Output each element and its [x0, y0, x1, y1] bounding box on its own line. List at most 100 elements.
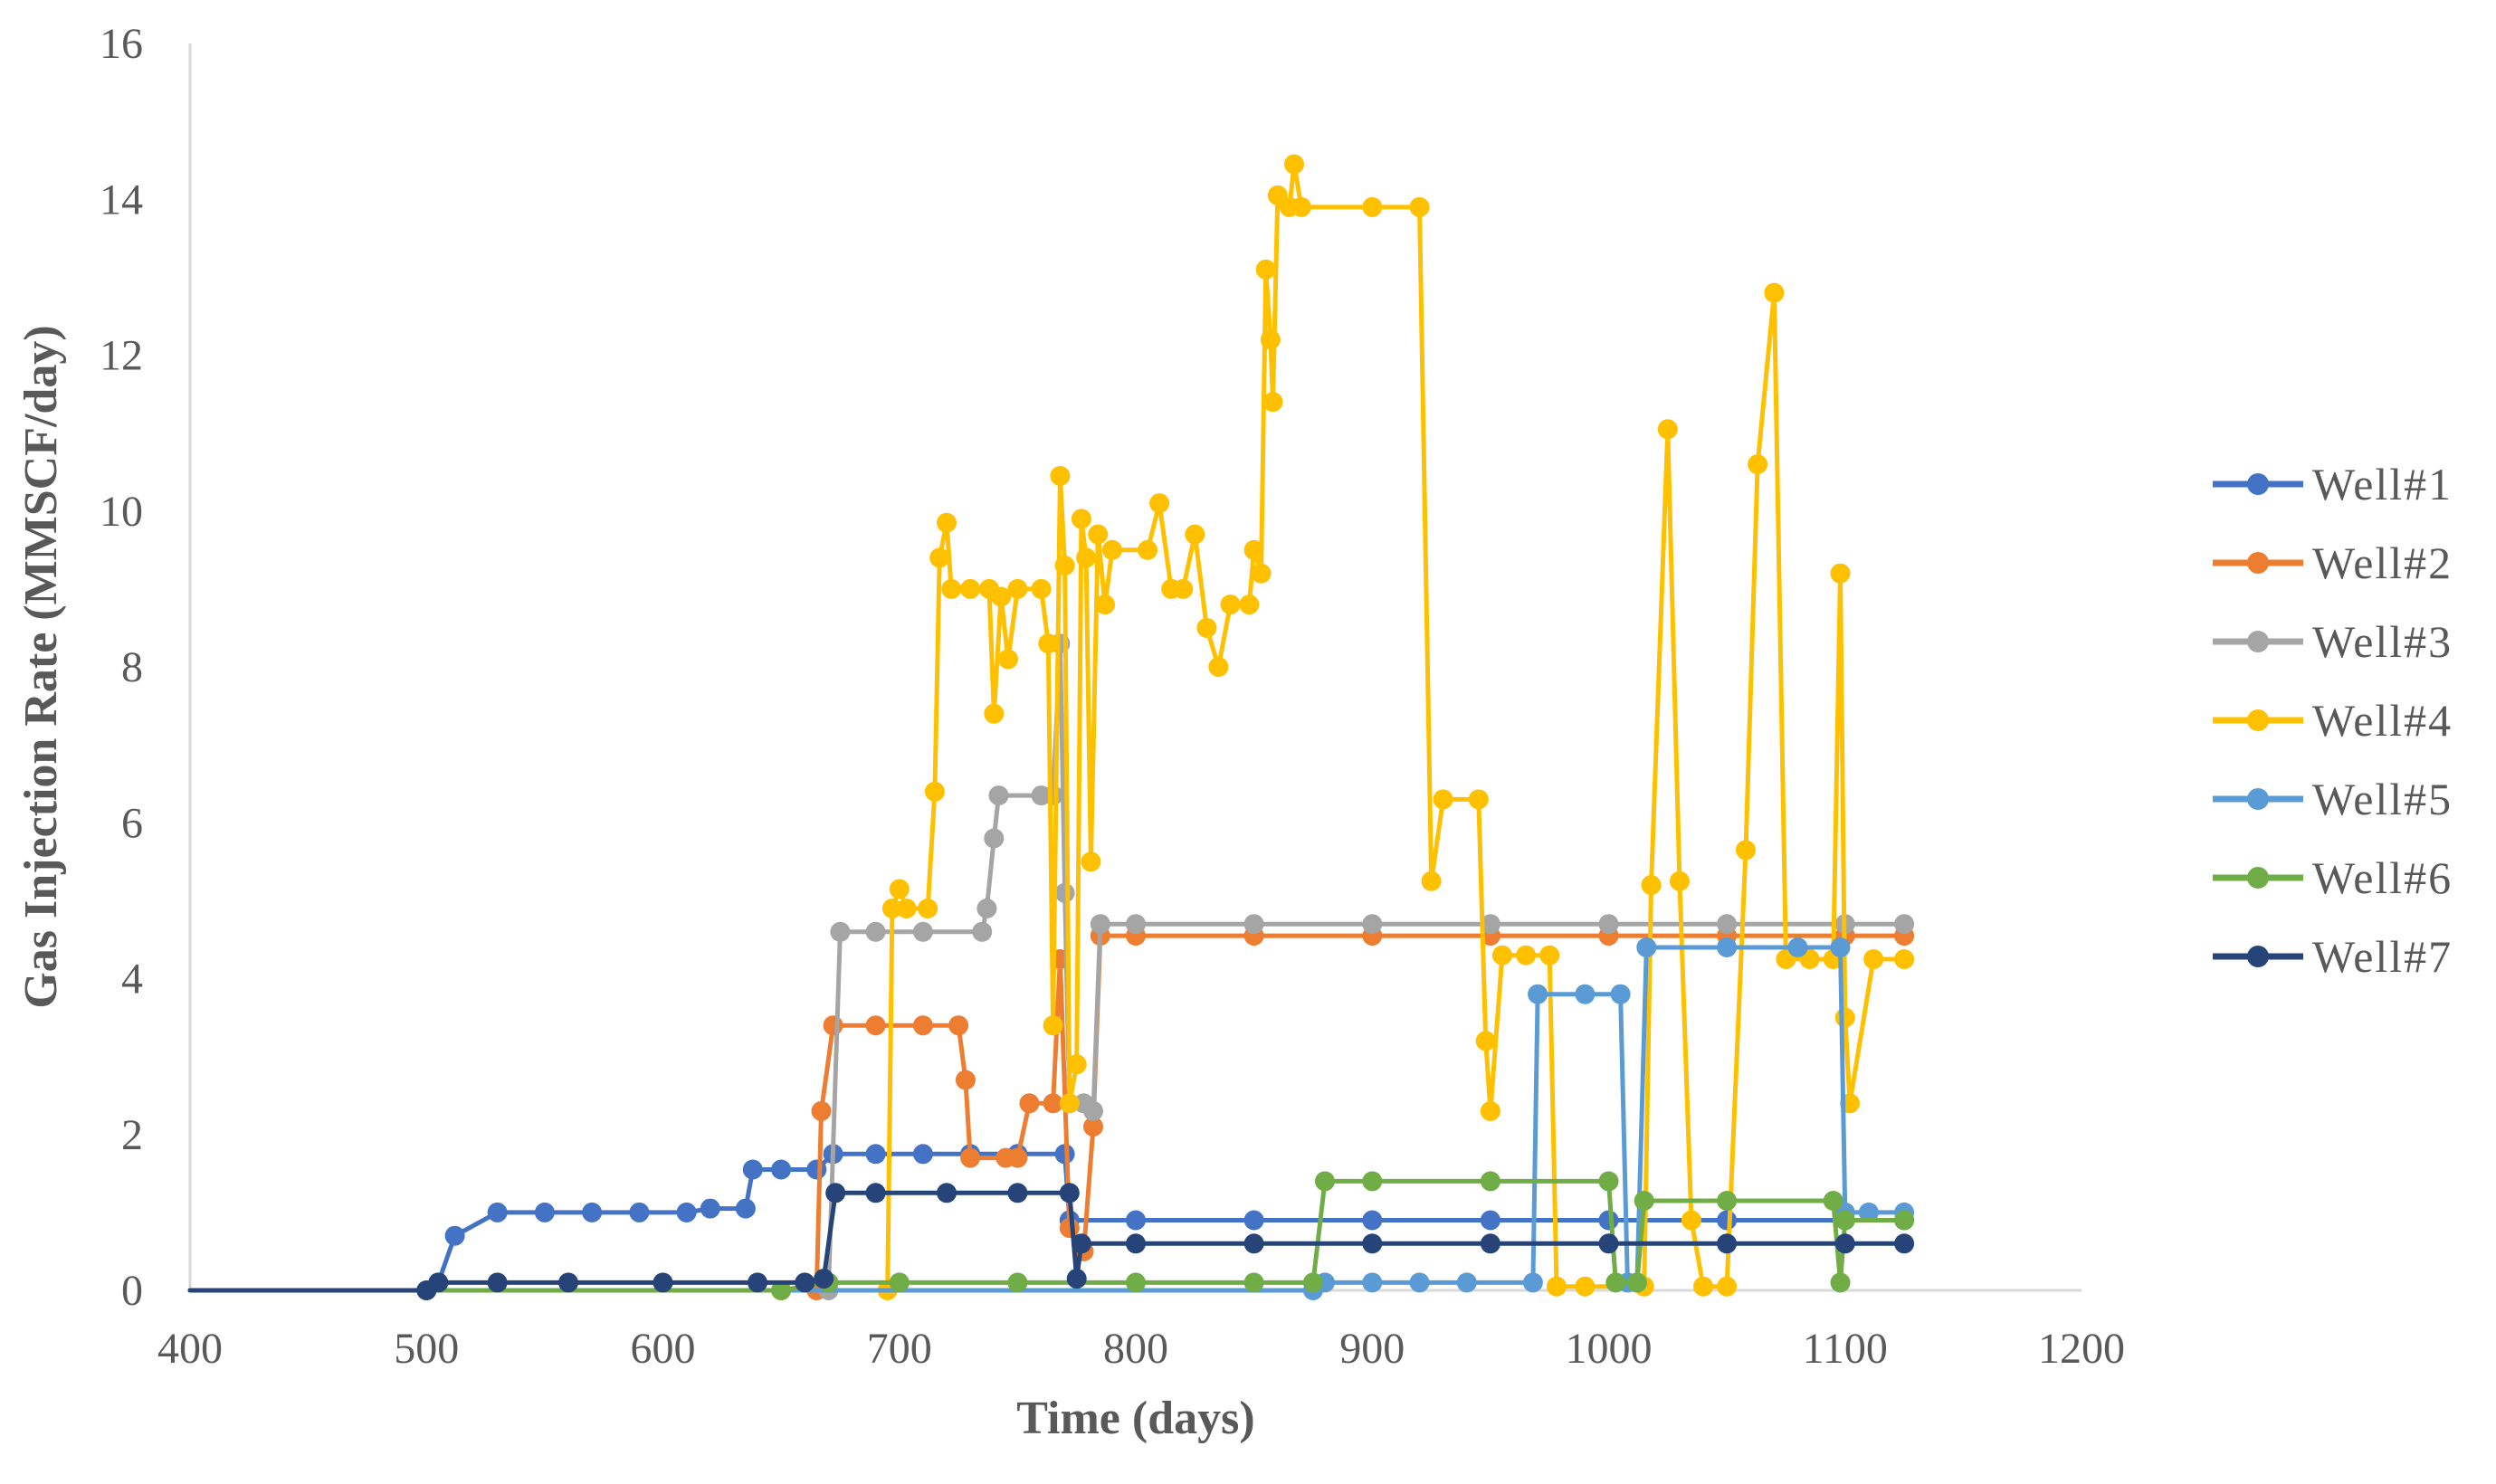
- data-point: [771, 1280, 792, 1300]
- data-point: [1038, 633, 1059, 654]
- data-point: [811, 1100, 832, 1121]
- data-point: [1480, 1210, 1500, 1231]
- x-tick-label: 1100: [1803, 1325, 1888, 1373]
- data-point: [1243, 1272, 1264, 1293]
- data-point: [1050, 466, 1071, 486]
- data-point: [1081, 851, 1101, 872]
- y-tick-labels: 0 2 4 6 8 10 12 14 16: [100, 20, 143, 1315]
- data-point: [1362, 1272, 1383, 1293]
- plot-area: [187, 43, 2082, 1300]
- data-point: [700, 1198, 720, 1219]
- data-point: [865, 1015, 886, 1036]
- data-point: [1007, 1147, 1028, 1168]
- legend-label: Well#7: [2312, 931, 2453, 982]
- x-tick-label: 1200: [2038, 1325, 2125, 1373]
- data-point: [1262, 392, 1283, 413]
- data-point: [1196, 617, 1217, 638]
- data-point: [1066, 1269, 1087, 1289]
- data-point: [1007, 1272, 1028, 1293]
- legend-label: Well#5: [2312, 774, 2453, 824]
- data-point: [1598, 1171, 1619, 1192]
- data-point: [984, 703, 1005, 724]
- data-point: [1480, 914, 1500, 935]
- data-point: [1717, 1210, 1738, 1231]
- x-tick-label: 600: [631, 1325, 696, 1373]
- data-point: [1480, 1171, 1500, 1192]
- data-point: [1071, 509, 1091, 529]
- data-point: [1362, 1210, 1383, 1231]
- data-point: [795, 1272, 815, 1293]
- data-point: [1598, 1233, 1619, 1254]
- data-point: [676, 1202, 697, 1222]
- data-point: [1669, 870, 1690, 891]
- series-line: [187, 1190, 1907, 1293]
- data-point: [881, 899, 902, 918]
- data-point: [1101, 539, 1122, 560]
- legend-item: Well#3: [2213, 616, 2451, 667]
- data-point: [1681, 1210, 1701, 1231]
- data-point: [937, 512, 957, 533]
- data-point: [1007, 1183, 1028, 1203]
- series-well4: [187, 154, 1915, 1300]
- data-point: [1173, 578, 1194, 599]
- data-point: [972, 921, 993, 942]
- data-point: [984, 828, 1005, 849]
- legend-item: Well#5: [2213, 774, 2453, 824]
- data-point: [1409, 1272, 1430, 1293]
- data-point: [1787, 937, 1808, 957]
- x-tick-label: 900: [1339, 1325, 1405, 1373]
- data-point: [1362, 1233, 1383, 1254]
- data-point: [929, 547, 950, 568]
- data-point: [582, 1202, 603, 1222]
- data-point: [1717, 1233, 1738, 1254]
- data-point: [1823, 1191, 1843, 1211]
- data-point: [1291, 196, 1311, 217]
- data-point: [1863, 949, 1884, 969]
- data-point: [1480, 1233, 1500, 1254]
- data-point: [865, 921, 886, 942]
- data-point: [1019, 1093, 1040, 1114]
- y-tick-label: 2: [121, 1111, 143, 1159]
- data-point: [1251, 563, 1272, 584]
- data-point: [988, 785, 1009, 806]
- y-tick-label: 14: [100, 176, 143, 224]
- data-point: [1575, 1276, 1596, 1297]
- data-point: [1830, 937, 1851, 957]
- data-point: [1315, 1171, 1335, 1192]
- x-tick-label: 1000: [1566, 1325, 1653, 1373]
- data-point: [1007, 578, 1028, 599]
- legend-item: Well#2: [2213, 537, 2453, 588]
- data-point: [1043, 785, 1063, 806]
- data-point: [1894, 1233, 1915, 1254]
- legend-marker: [2247, 473, 2269, 495]
- data-point: [1491, 945, 1512, 966]
- legend-item: Well#7: [2213, 931, 2453, 982]
- data-point: [997, 649, 1018, 670]
- y-tick-label: 6: [121, 799, 143, 847]
- data-point: [1302, 1272, 1323, 1293]
- data-point: [991, 586, 1012, 607]
- data-point: [948, 1015, 969, 1036]
- data-point: [1598, 914, 1619, 935]
- legend-marker: [2247, 709, 2269, 731]
- data-point: [1717, 1276, 1738, 1297]
- data-point: [1605, 1272, 1626, 1293]
- data-point: [1575, 984, 1596, 1004]
- data-point: [912, 921, 933, 942]
- data-point: [1043, 1093, 1063, 1114]
- data-point: [1475, 1031, 1496, 1051]
- series-line: [187, 162, 1907, 1293]
- data-point: [1362, 196, 1383, 217]
- data-point: [1362, 914, 1383, 935]
- data-point: [771, 1159, 792, 1180]
- data-point: [487, 1272, 508, 1293]
- data-point: [1071, 1233, 1091, 1254]
- data-point: [1066, 1054, 1087, 1075]
- legend-label: Well#1: [2312, 459, 2453, 509]
- data-point: [1149, 493, 1170, 514]
- data-point: [896, 899, 917, 918]
- data-point: [735, 1198, 756, 1219]
- data-point: [937, 1183, 957, 1203]
- legend-label: Well#2: [2312, 537, 2453, 588]
- data-point: [814, 1269, 834, 1289]
